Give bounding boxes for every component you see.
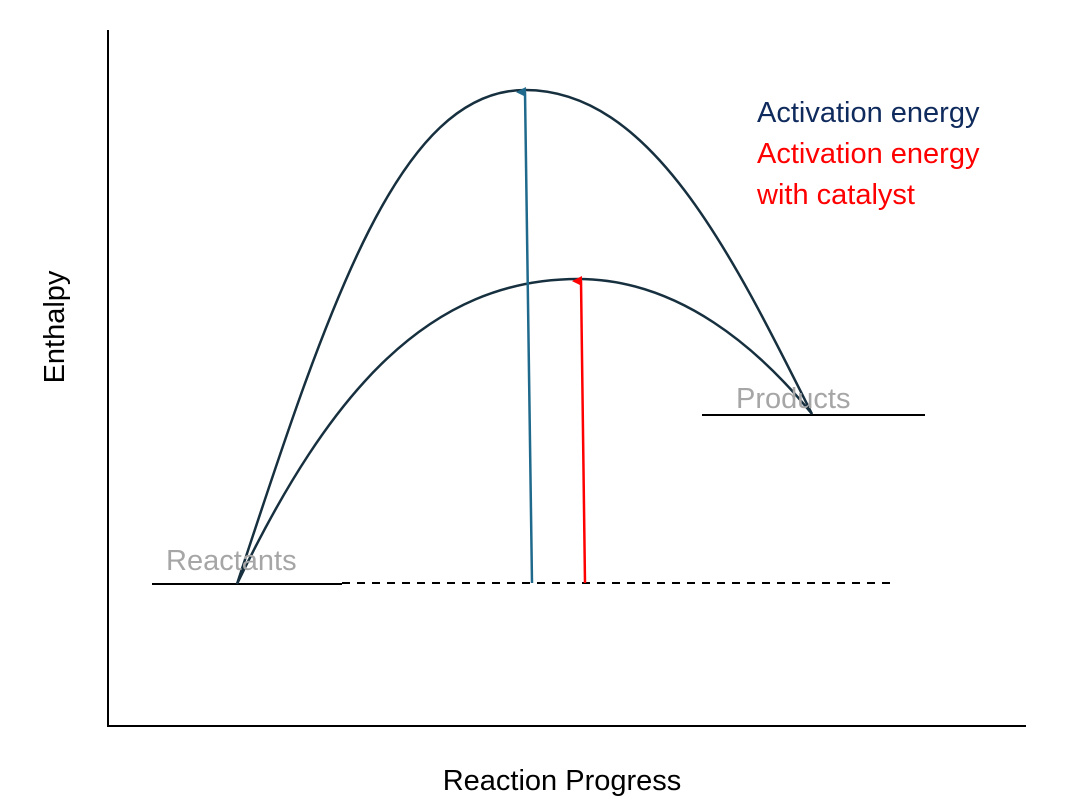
products-label: Products [736,383,850,415]
reactants-label: Reactants [166,545,297,577]
catalyzed-curve [235,277,813,585]
legend-catalyzed-line2: with catalyst [756,179,915,211]
y-axis-label: Enthalpy [39,270,71,383]
legend-catalyzed-line1: Activation energy [757,138,980,170]
uncatalyzed-curve [235,88,814,585]
x-axis-label: Reaction Progress [443,765,682,797]
catalyzed-activation-arrow [572,275,587,584]
legend-uncatalyzed: Activation energy [757,97,980,129]
uncatalyzed-activation-arrow [516,86,534,584]
